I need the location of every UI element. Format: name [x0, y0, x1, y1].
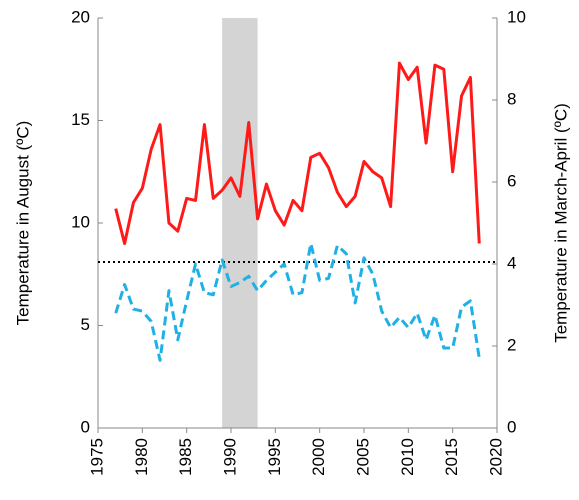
x-tick-label: 1985 [176, 438, 195, 476]
y2-tick-label: 2 [507, 335, 516, 354]
x-tick-label: 2005 [353, 438, 372, 476]
y2-tick-label: 4 [507, 253, 516, 272]
y2-axis-title: Temperature in March-April (ºC) [551, 103, 570, 343]
y-tick-label: 20 [71, 7, 90, 26]
y2-tick-label: 6 [507, 171, 516, 190]
x-tick-label: 1995 [265, 438, 284, 476]
series-line [114, 242, 481, 362]
shaded-span [222, 18, 258, 428]
x-tick-label: 1990 [220, 438, 239, 476]
x-tick-label: 2020 [486, 438, 505, 476]
x-tick-label: 2015 [442, 438, 461, 476]
y-tick-label: 0 [81, 417, 90, 436]
y-tick-label: 5 [81, 315, 90, 334]
x-tick-label: 2010 [398, 438, 417, 476]
series-line [114, 61, 481, 245]
x-tick-label: 2000 [309, 438, 328, 476]
y-tick-label: 10 [71, 212, 90, 231]
y-axis-title: Temperature in August (ºC) [13, 121, 32, 326]
y2-tick-label: 0 [507, 417, 516, 436]
x-tick-label: 1975 [87, 438, 106, 476]
y2-tick-label: 10 [507, 7, 526, 26]
y-tick-label: 15 [71, 110, 90, 129]
x-tick-label: 1980 [132, 438, 151, 476]
y2-tick-label: 8 [507, 89, 516, 108]
